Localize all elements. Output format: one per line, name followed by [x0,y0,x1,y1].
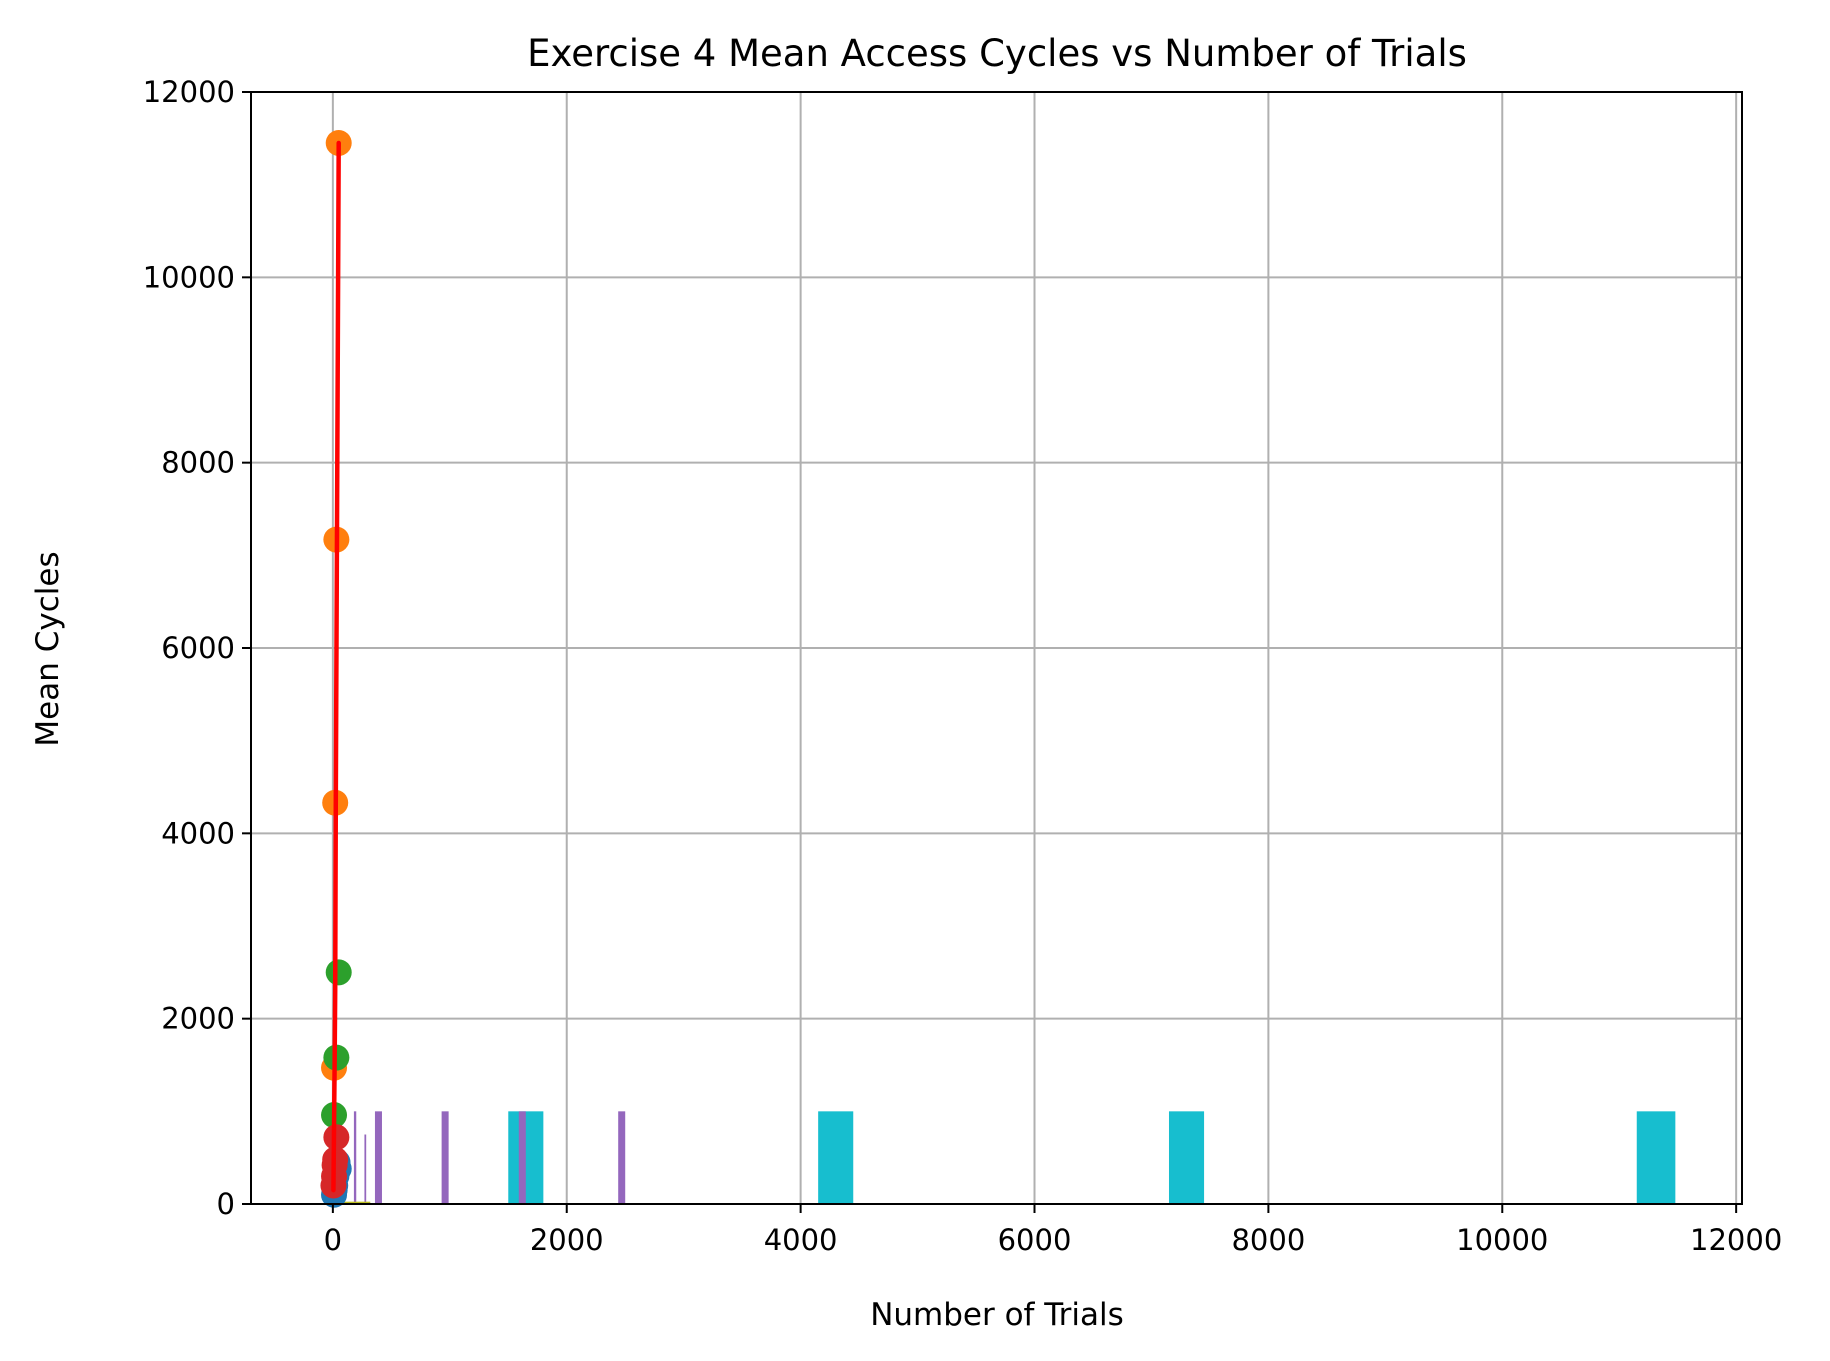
bar [364,1134,367,1204]
y-axis-title: Mean Cycles [30,551,66,746]
bar [338,1201,371,1204]
y-tick-label: 0 [217,1187,235,1221]
x-tick-label: 0 [324,1223,342,1257]
y-tick-label: 10000 [143,260,235,294]
y-tick-label: 4000 [161,816,235,850]
x-tick-label: 6000 [998,1223,1072,1257]
bar [1168,1111,1205,1204]
x-tick-label: 12000 [1690,1223,1782,1257]
x-tick-label: 8000 [1231,1223,1305,1257]
x-axis-ticks: 0 2000 4000 6000 8000 10000 12000 [324,1204,1782,1257]
scatter-point [323,1124,350,1151]
fit-line [331,140,341,1193]
x-axis-title: Number of Trials [870,1297,1124,1333]
x-tick-label: 2000 [530,1223,604,1257]
y-tick-label: 6000 [161,631,235,665]
y-tick-label: 8000 [161,446,235,480]
fit-line-series [331,140,341,1193]
x-tick-label: 10000 [1456,1223,1548,1257]
bar [441,1111,449,1204]
y-tick-label: 12000 [143,75,235,109]
bar [618,1111,626,1204]
bar-series [338,1111,1676,1204]
chart-title: Exercise 4 Mean Access Cycles vs Number … [527,32,1467,75]
bar [818,1111,854,1204]
bar [1636,1111,1676,1204]
bar [374,1111,382,1204]
y-tick-label: 2000 [161,1002,235,1036]
bar [518,1111,526,1204]
x-tick-label: 4000 [764,1223,838,1257]
bar [353,1111,357,1204]
y-axis-ticks: 0 2000 4000 6000 8000 10000 12000 [143,75,251,1221]
scatter-point [325,959,352,986]
